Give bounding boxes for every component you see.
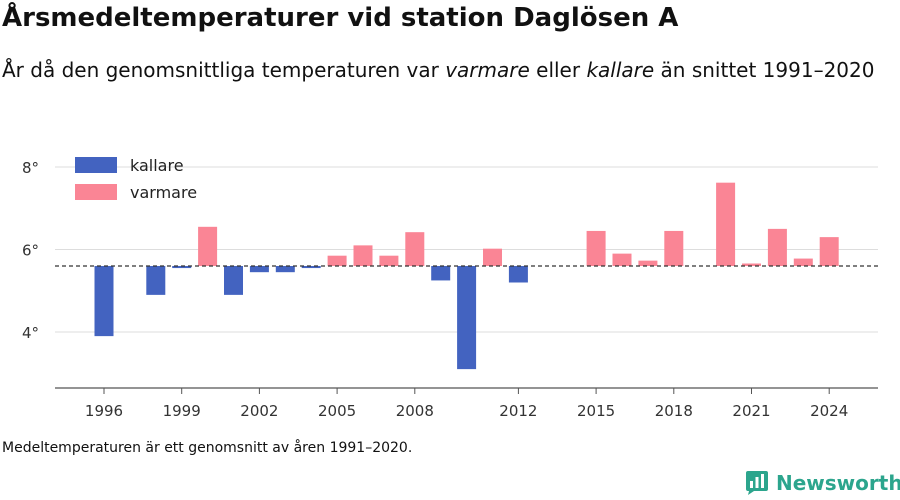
x-tick-label: 2015 <box>577 402 615 420</box>
bar-varmare <box>819 237 839 266</box>
x-tick-label: 2005 <box>318 402 356 420</box>
bar-varmare <box>405 232 425 266</box>
bar-kallare <box>508 266 528 283</box>
bar-varmare <box>767 228 787 266</box>
y-tick-label: 4° <box>22 324 39 342</box>
y-tick-label: 8° <box>22 159 39 177</box>
bar-varmare <box>483 248 502 266</box>
bar-varmare <box>793 258 813 266</box>
subtitle-prefix: År då den genomsnittliga temperaturen va… <box>2 58 446 82</box>
x-tick-label: 2024 <box>810 402 848 420</box>
subtitle-middle: eller <box>529 58 587 82</box>
bar-varmare <box>638 260 658 266</box>
bar-varmare <box>327 255 347 266</box>
bar-varmare <box>612 253 632 266</box>
x-tick-label: 1996 <box>85 402 123 420</box>
chart-subtitle: År då den genomsnittliga temperaturen va… <box>2 54 882 86</box>
brand-name: Newsworthy <box>776 471 900 495</box>
bar-varmare <box>379 255 399 266</box>
bar-kallare <box>224 266 243 295</box>
legend-label-varmare: varmare <box>130 183 197 202</box>
subtitle-cold-word: kallare <box>586 58 655 82</box>
bar-varmare <box>742 263 761 266</box>
bar-kallare <box>94 266 114 337</box>
bar-kallare <box>431 266 451 281</box>
bar-kallare <box>457 266 477 370</box>
bar-varmare <box>353 245 373 266</box>
bar-varmare <box>198 226 218 266</box>
brand-logo: Newsworthy <box>744 470 900 496</box>
bar-kallare <box>275 266 295 273</box>
bar-varmare <box>664 230 684 266</box>
chart-title: Årsmedeltemperaturer vid station Daglöse… <box>2 3 679 33</box>
subtitle-warm-word: varmare <box>445 58 530 82</box>
bar-kallare <box>301 266 321 269</box>
bar-kallare <box>146 266 166 295</box>
x-tick-label: 2008 <box>396 402 434 420</box>
bar-kallare <box>249 266 269 273</box>
legend-label-kallare: kallare <box>130 156 184 175</box>
chart-area: 4° 6° 8° 1996 1999 2002 2005 2008 2012 2015 2018 20… <box>22 156 878 420</box>
bar-varmare <box>586 230 606 266</box>
legend-swatch-varmare <box>75 184 117 200</box>
x-tick-label: 2018 <box>655 402 693 420</box>
newsworthy-logo-icon <box>746 471 768 495</box>
footnote: Medeltemperaturen är ett genomsnitt av å… <box>2 440 413 456</box>
y-tick-label: 6° <box>22 242 39 260</box>
x-tick-label: 2002 <box>240 402 278 420</box>
bar-kallare <box>172 266 192 269</box>
subtitle-suffix: än snittet 1991–2020 <box>654 58 875 82</box>
x-tick-label: 2021 <box>732 402 770 420</box>
bar-varmare <box>716 182 736 266</box>
legend-swatch-kallare <box>75 157 117 173</box>
x-tick-label: 2012 <box>499 402 537 420</box>
x-tick-label: 1999 <box>163 402 201 420</box>
